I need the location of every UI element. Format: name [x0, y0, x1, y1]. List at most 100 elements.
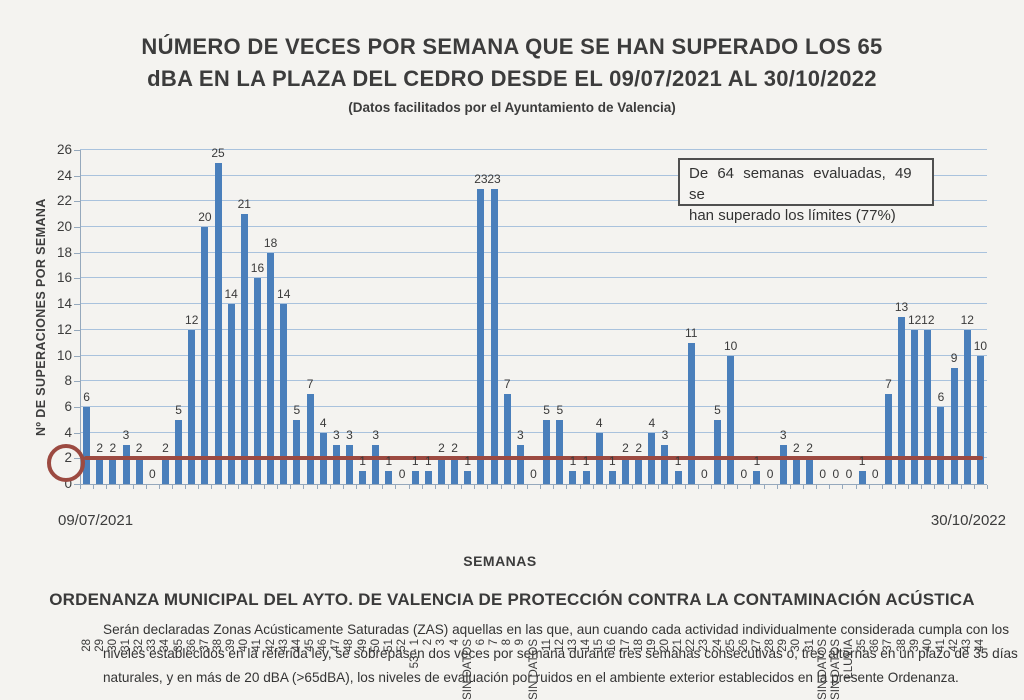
bar-value-label: 2 — [806, 441, 813, 456]
bar-value-label: 2 — [162, 441, 169, 456]
x-tick-mark — [908, 485, 910, 489]
x-tick-mark — [211, 485, 213, 489]
bar — [792, 458, 800, 484]
gridline — [80, 431, 987, 433]
x-tick-label: 30 — [790, 639, 803, 652]
gridline — [80, 328, 987, 330]
x-tick-mark — [474, 485, 476, 489]
bar-value-label: 5 — [293, 402, 301, 417]
bar — [345, 445, 353, 484]
bar — [253, 278, 261, 484]
x-tick-mark — [829, 485, 831, 489]
x-tick-mark — [960, 485, 962, 489]
bar-value-label: 12 — [921, 312, 935, 327]
x-tick-mark — [868, 485, 870, 489]
x-tick-mark — [198, 485, 200, 489]
x-tick-mark — [789, 485, 791, 489]
bar — [727, 355, 735, 484]
bar-value-label: 3 — [372, 428, 380, 443]
x-tick-mark — [93, 485, 95, 489]
bar — [359, 471, 367, 484]
y-tick-label: 6 — [64, 398, 72, 414]
bar — [424, 471, 432, 484]
bar — [332, 445, 340, 484]
bar — [451, 458, 459, 484]
x-tick-label: 40 — [921, 639, 934, 652]
x-tick-label: 49 — [356, 639, 369, 652]
bar-value-label: 2 — [96, 441, 104, 456]
y-tick-label: 18 — [56, 244, 72, 260]
x-tick-mark — [356, 485, 358, 489]
bar — [753, 471, 761, 484]
bar — [464, 471, 472, 484]
x-tick-mark — [342, 485, 344, 489]
bar-value-label: 1 — [753, 454, 761, 469]
y-tick-label: 8 — [64, 373, 72, 389]
bar — [608, 471, 616, 484]
y-tick-label: 26 — [56, 142, 72, 157]
footer-body-line: Serán declaradas Zonas Acústicamente Sat… — [103, 622, 1010, 637]
x-tick-mark — [290, 485, 292, 489]
gridline — [80, 200, 987, 202]
x-tick-mark — [382, 485, 384, 489]
bar-value-label: 0 — [766, 467, 774, 481]
bar-value-label: 0 — [832, 467, 840, 481]
y-tick-label: 24 — [56, 167, 72, 183]
bar-value-label: 3 — [517, 428, 524, 443]
bar-value-label: 9 — [950, 351, 958, 366]
x-tick-mark — [461, 485, 463, 489]
bar-value-label: 0 — [819, 467, 827, 481]
annotation-box: De 64 semanas evaluadas, 49 se han super… — [678, 158, 934, 224]
x-tick-mark — [224, 485, 226, 489]
x-tick-label: 34 — [159, 639, 172, 652]
bar-value-label: 3 — [346, 428, 353, 443]
bar — [96, 458, 104, 484]
x-tick-label: 6 — [474, 639, 487, 646]
y-tick-mark — [74, 484, 80, 485]
bar — [950, 368, 958, 484]
bar-value-label: 3 — [661, 428, 669, 443]
x-tick-mark — [408, 485, 410, 489]
x-tick-label: 35 — [856, 639, 869, 652]
x-tick-label: 51 — [382, 639, 395, 652]
bar — [976, 355, 984, 484]
x-tick-label: 39 — [908, 639, 921, 652]
bar-value-label: 2 — [622, 441, 629, 456]
plot-area: 0 2 4 6 8 10 12 14 16 18 20 22 24 26 6 28 2 29 2 30 3 31 2 32 0 3… — [57, 142, 988, 700]
bar-value-label: 0 — [871, 467, 879, 481]
x-tick-label: 52 — [396, 639, 409, 652]
x-tick-label: SIN DATOS — [461, 639, 474, 700]
x-tick-mark — [145, 485, 147, 489]
x-tick-mark — [185, 485, 187, 489]
x-tick-mark — [632, 485, 634, 489]
bar — [898, 317, 906, 484]
threshold-line — [84, 456, 983, 460]
bar — [385, 471, 393, 484]
x-tick-mark — [658, 485, 660, 489]
y-tick-mark — [74, 329, 80, 331]
x-tick-label: 43 — [277, 639, 290, 652]
bar-value-label: 23 — [487, 171, 501, 186]
x-tick-mark — [250, 485, 252, 489]
bar — [267, 252, 275, 484]
x-tick-label: 3 — [435, 639, 448, 646]
bar — [214, 162, 222, 484]
bar-value-label: 0 — [701, 467, 708, 481]
gridline — [80, 380, 987, 382]
y-tick-mark — [74, 150, 80, 151]
bar-value-label: 20 — [198, 210, 212, 225]
bar-value-label: 2 — [451, 441, 458, 456]
x-tick-label: 26 — [737, 639, 750, 652]
x-tick-mark — [894, 485, 896, 489]
x-tick-label: 21 — [672, 639, 685, 652]
end-date-label: 30/10/2022 — [930, 512, 1006, 529]
bar — [161, 458, 169, 484]
x-tick-mark — [513, 485, 515, 489]
x-tick-mark — [500, 485, 502, 489]
bar-value-label: 5 — [175, 402, 182, 417]
gridline — [80, 354, 987, 356]
bar-value-label: 1 — [424, 454, 432, 469]
x-tick-mark — [80, 485, 81, 489]
chart-title-line2: dBA EN LA PLAZA DEL CEDRO DESDE EL 09/07… — [147, 66, 877, 91]
x-tick-mark — [697, 485, 699, 489]
